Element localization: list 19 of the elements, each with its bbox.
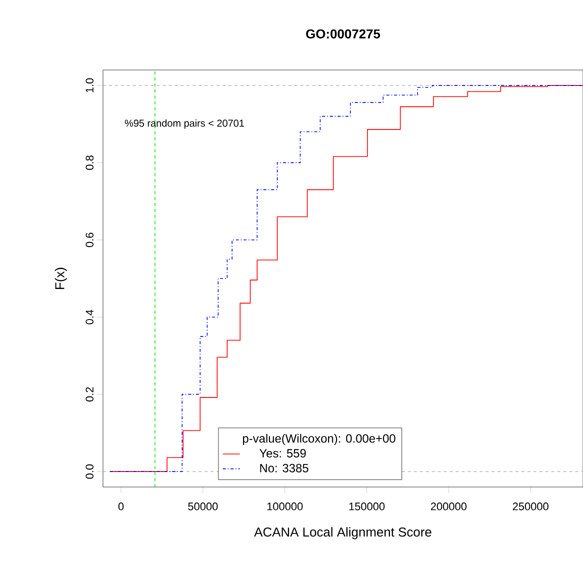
- x-tick-label: 200000: [430, 502, 467, 510]
- y-tick-label: 0.8: [86, 156, 94, 170]
- y-tick-label: 0.0: [86, 464, 94, 479]
- y-axis-title: F(x): [54, 268, 67, 289]
- x-tick-label: 50000: [188, 502, 218, 510]
- x-axis-title: ACANA Local Alignment Score: [254, 527, 432, 540]
- legend-label: Yes: 559: [259, 449, 306, 458]
- y-tick-label: 1.0: [86, 78, 94, 92]
- y-tick-label: 0.4: [86, 310, 94, 324]
- legend-label: No: 3385: [260, 464, 308, 472]
- x-tick-label: 250000: [512, 502, 548, 510]
- x-tick-label: 150000: [349, 502, 385, 510]
- x-tick-label: 100000: [267, 502, 303, 510]
- y-tick-label: 0.6: [86, 232, 94, 248]
- legend-title: p-value(Wilcoxon): 0.00e+00: [242, 434, 396, 446]
- ref-line-label: %95 random pairs < 20701: [124, 119, 244, 129]
- x-tick-label: 0: [118, 502, 124, 510]
- chart-title: GO:0007275: [306, 29, 380, 38]
- y-tick-label: 0.2: [86, 387, 94, 402]
